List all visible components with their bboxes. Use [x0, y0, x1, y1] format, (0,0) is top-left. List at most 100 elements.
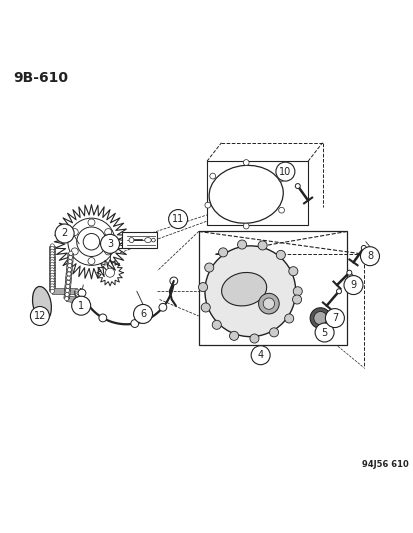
Circle shape: [50, 244, 54, 248]
Circle shape: [65, 288, 69, 293]
Circle shape: [309, 308, 330, 328]
Circle shape: [76, 293, 80, 297]
Circle shape: [50, 273, 54, 277]
Circle shape: [275, 162, 294, 181]
Polygon shape: [97, 260, 123, 286]
Circle shape: [99, 314, 107, 322]
Circle shape: [30, 306, 49, 326]
Circle shape: [71, 229, 78, 236]
Circle shape: [131, 320, 138, 327]
Polygon shape: [67, 253, 74, 257]
Polygon shape: [83, 298, 86, 304]
Text: 9: 9: [349, 280, 356, 290]
Polygon shape: [79, 297, 84, 303]
Circle shape: [55, 224, 74, 243]
Circle shape: [288, 266, 297, 276]
Circle shape: [292, 287, 301, 296]
Circle shape: [81, 299, 85, 303]
Polygon shape: [52, 288, 77, 294]
Circle shape: [105, 268, 114, 277]
Circle shape: [50, 284, 54, 288]
Polygon shape: [66, 296, 88, 304]
Polygon shape: [75, 294, 81, 297]
Polygon shape: [49, 264, 55, 267]
Polygon shape: [49, 262, 55, 264]
Circle shape: [65, 293, 69, 297]
Circle shape: [64, 297, 69, 301]
Text: 9B-610: 9B-610: [13, 70, 68, 85]
Polygon shape: [49, 259, 55, 262]
Polygon shape: [49, 254, 55, 256]
Circle shape: [50, 262, 54, 266]
Circle shape: [100, 235, 119, 253]
Polygon shape: [74, 292, 80, 295]
Circle shape: [278, 175, 284, 181]
Polygon shape: [81, 297, 85, 304]
Polygon shape: [66, 265, 72, 270]
Circle shape: [229, 332, 238, 341]
Circle shape: [83, 300, 88, 303]
Circle shape: [168, 209, 187, 229]
Circle shape: [198, 282, 207, 292]
Circle shape: [275, 251, 285, 260]
Polygon shape: [49, 267, 55, 270]
Polygon shape: [49, 278, 55, 280]
Circle shape: [50, 268, 54, 272]
Circle shape: [78, 297, 83, 301]
Circle shape: [50, 279, 54, 282]
Ellipse shape: [151, 238, 155, 242]
Circle shape: [50, 246, 54, 251]
FancyBboxPatch shape: [122, 232, 157, 248]
Circle shape: [204, 202, 210, 208]
Circle shape: [360, 247, 379, 265]
Circle shape: [75, 291, 79, 295]
Ellipse shape: [221, 272, 266, 306]
Polygon shape: [66, 270, 72, 274]
Circle shape: [243, 160, 249, 165]
Circle shape: [76, 294, 80, 298]
Circle shape: [313, 311, 326, 325]
Circle shape: [50, 254, 54, 259]
Circle shape: [294, 183, 299, 189]
Polygon shape: [67, 257, 73, 262]
Circle shape: [50, 281, 54, 285]
Polygon shape: [64, 286, 71, 290]
Circle shape: [67, 264, 71, 268]
Circle shape: [325, 309, 344, 328]
Circle shape: [78, 289, 85, 297]
Text: 4: 4: [257, 350, 263, 360]
Circle shape: [71, 296, 90, 315]
Polygon shape: [64, 290, 70, 295]
Circle shape: [258, 293, 278, 314]
Text: 2: 2: [62, 229, 68, 238]
Circle shape: [314, 323, 333, 342]
Circle shape: [66, 276, 71, 280]
Circle shape: [50, 289, 54, 293]
Circle shape: [249, 334, 259, 343]
Polygon shape: [49, 280, 55, 283]
Circle shape: [88, 257, 95, 264]
Polygon shape: [49, 275, 55, 278]
Circle shape: [104, 229, 112, 236]
Circle shape: [50, 260, 54, 264]
Circle shape: [237, 240, 246, 249]
Circle shape: [66, 284, 70, 288]
Circle shape: [50, 257, 54, 261]
Circle shape: [269, 328, 278, 337]
Circle shape: [85, 300, 89, 304]
Polygon shape: [77, 296, 83, 301]
Circle shape: [201, 303, 210, 312]
Circle shape: [169, 277, 177, 285]
Polygon shape: [74, 291, 80, 293]
Text: 94J56 610: 94J56 610: [361, 459, 408, 469]
Polygon shape: [198, 231, 347, 345]
Circle shape: [257, 241, 266, 250]
Circle shape: [80, 298, 84, 302]
Circle shape: [346, 270, 351, 275]
Polygon shape: [49, 251, 55, 254]
Text: 1: 1: [78, 301, 84, 311]
Circle shape: [243, 223, 249, 229]
Polygon shape: [49, 272, 55, 275]
Polygon shape: [49, 270, 55, 272]
Polygon shape: [66, 273, 72, 278]
